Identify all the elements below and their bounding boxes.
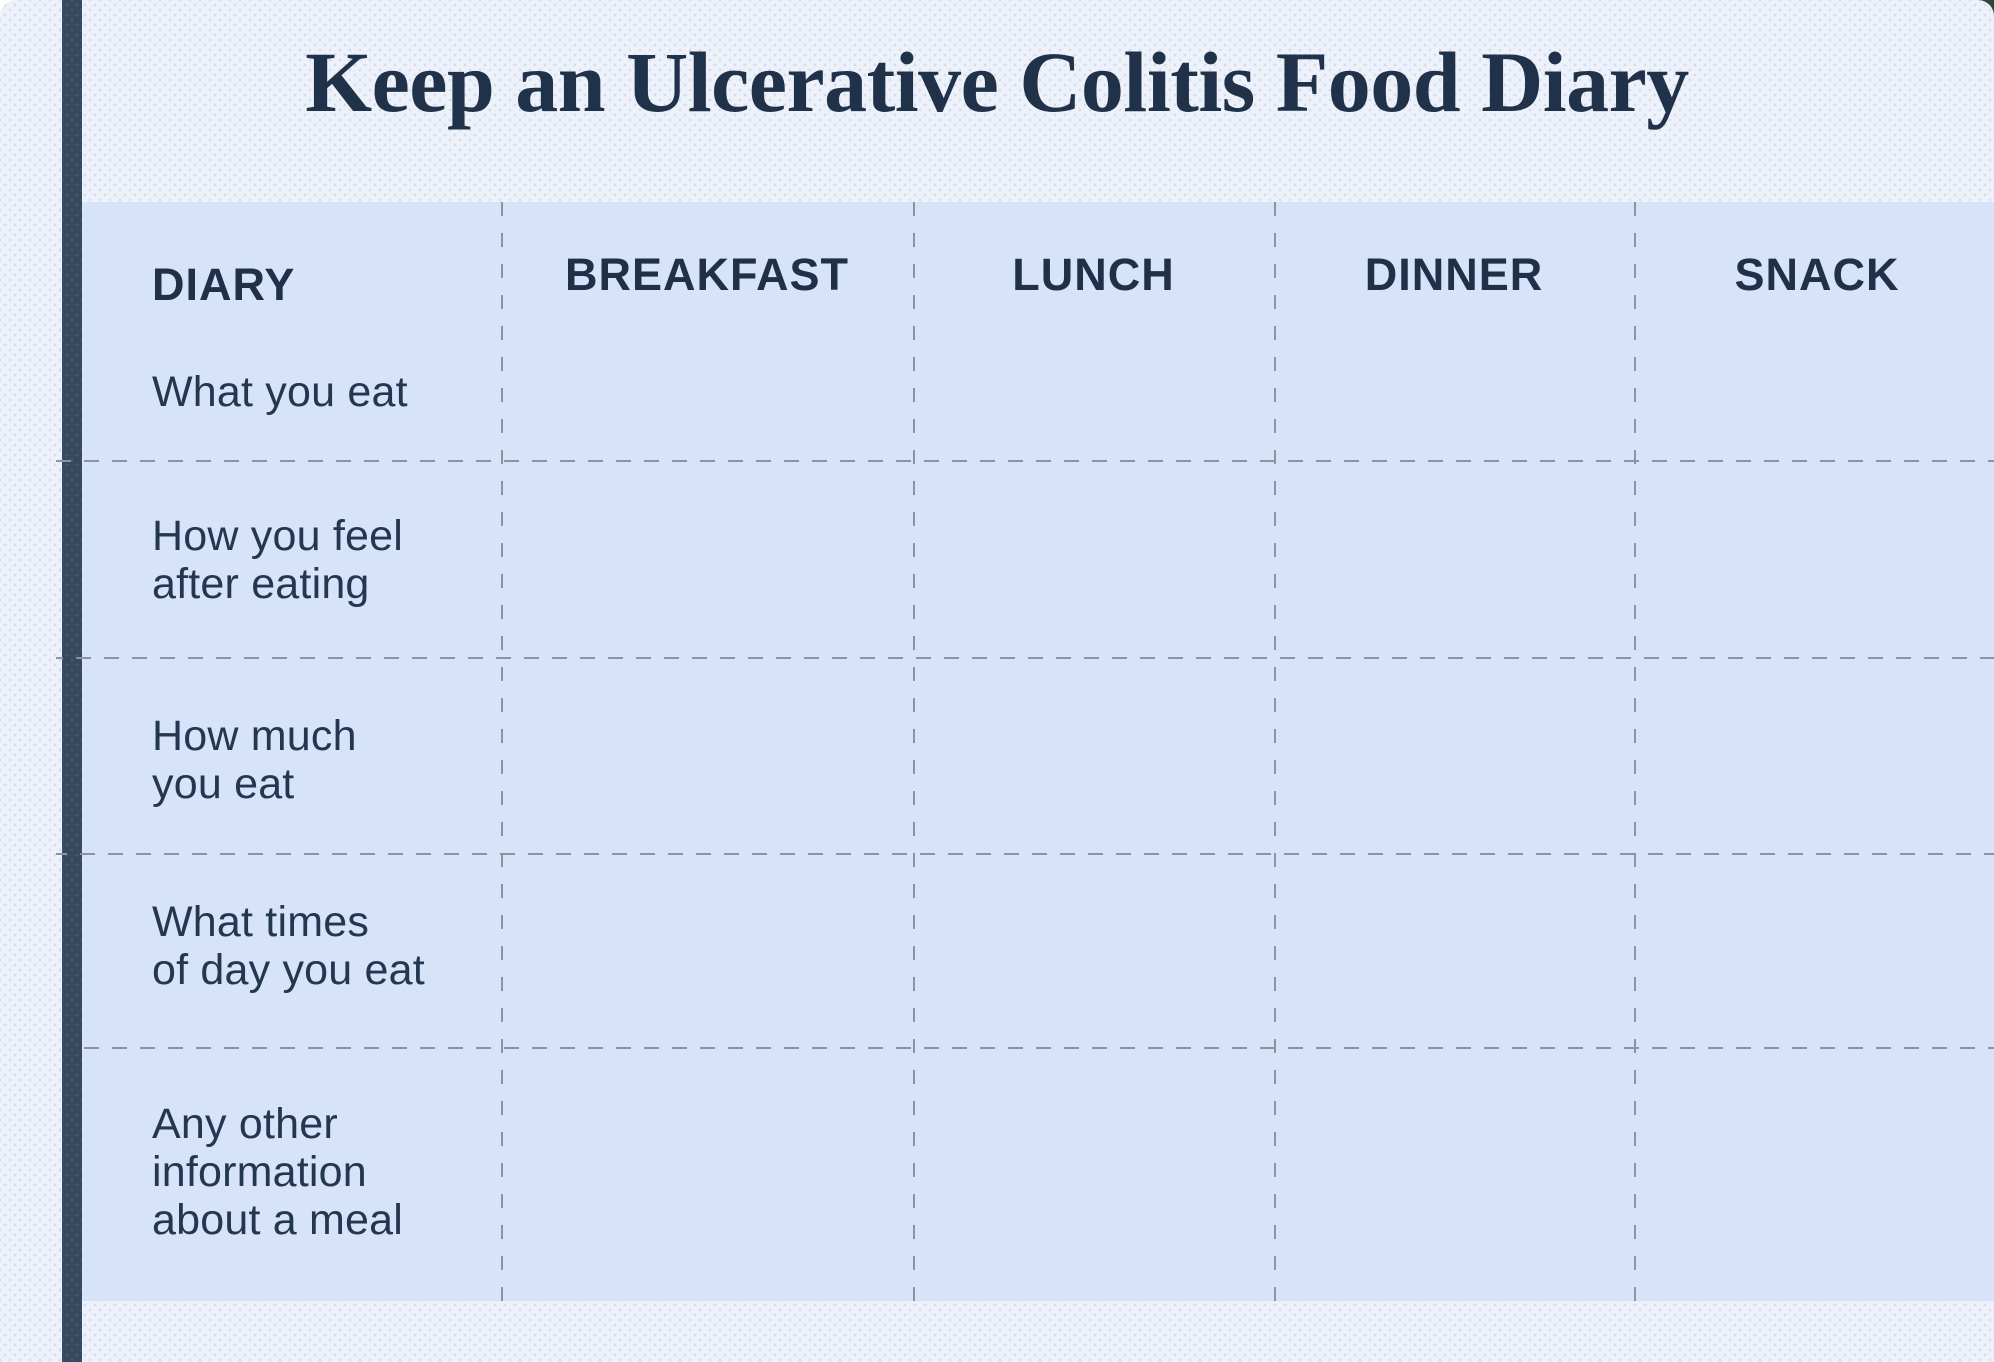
column-header-snack: SNACK: [1734, 249, 1900, 300]
column-divider: [1634, 202, 1636, 1311]
column-header-diary: DIARY: [152, 259, 296, 310]
row-label-how-much: How much you eat: [152, 712, 357, 808]
row-divider: [84, 1047, 1994, 1049]
row-divider: [56, 460, 1994, 462]
food-diary-table: DIARY BREAKFAST LUNCH DINNER SNACK What …: [82, 202, 1994, 1311]
row-divider: [56, 657, 1994, 659]
row-label-any-other-info: Any other information about a meal: [152, 1100, 404, 1244]
column-header-dinner: DINNER: [1364, 249, 1544, 300]
column-header-breakfast: BREAKFAST: [564, 249, 849, 300]
page-title: Keep an Ulcerative Colitis Food Diary: [305, 34, 1689, 130]
row-label-what-times: What times of day you eat: [152, 898, 425, 994]
notebook-spine-bar: [62, 0, 82, 1362]
column-divider: [1274, 202, 1276, 1301]
row-label-what-you-eat: What you eat: [152, 368, 408, 416]
column-divider: [501, 202, 503, 1301]
column-header-lunch: LUNCH: [1012, 249, 1175, 300]
row-divider: [56, 853, 1994, 855]
column-divider: [913, 202, 915, 1301]
row-label-how-you-feel: How you feel after eating: [152, 512, 403, 608]
